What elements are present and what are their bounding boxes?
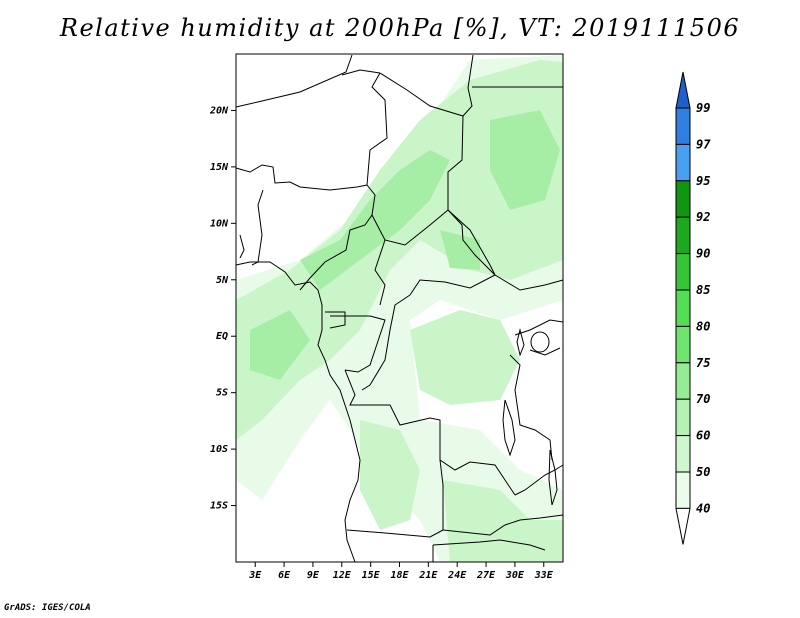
lon-tick-label: 30E (505, 570, 525, 581)
border-line (235, 54, 353, 108)
lake-malawi (548, 449, 558, 506)
border-line (494, 274, 564, 291)
lon-tick-label: 33E (534, 570, 554, 581)
colorbar-segment (675, 435, 691, 473)
lat-tick-label: 15S (210, 501, 228, 512)
colorbar-label: 97 (696, 137, 711, 151)
colorbar-label: 60 (696, 429, 710, 443)
border-line (251, 189, 264, 266)
border-line (371, 209, 449, 246)
colorbar-label: 92 (696, 210, 710, 224)
colorbar-label: 50 (696, 465, 710, 479)
border-line (330, 315, 386, 373)
colorbar-label: 75 (696, 356, 710, 370)
colorbar-segment (675, 107, 691, 145)
colorbar-segment (675, 471, 691, 509)
lat-tick-label: 20N (209, 105, 229, 116)
lake-albert (516, 328, 525, 357)
border-line (442, 514, 564, 536)
border-line (325, 311, 346, 329)
lon-tick-label: 9E (307, 570, 320, 581)
lake-tanganyika (502, 399, 516, 457)
border-line (299, 184, 376, 291)
lon-tick-label: 21E (418, 570, 438, 581)
lake-volta (239, 234, 245, 259)
colorbar-bottom-arrow (675, 507, 691, 545)
humidity-field (236, 54, 563, 562)
colorbar: 99 97 95 92 90 85 80 75 70 60 50 40 (675, 71, 711, 545)
latitude-axis: 20N 15N 10N 5N EQ 5S 10S 15S (209, 105, 236, 512)
country-borders (235, 54, 564, 562)
colorbar-segment (675, 143, 691, 182)
lon-tick-label: 15E (362, 570, 381, 581)
colorbar-segment (675, 325, 691, 364)
lon-tick-label: 24E (447, 570, 467, 581)
border-line (529, 347, 561, 356)
border-line (341, 69, 381, 76)
border-line (439, 459, 444, 530)
colorbar-label: 90 (696, 247, 710, 261)
lat-tick-label: 10S (210, 444, 228, 455)
colorbar-label: 85 (696, 283, 710, 297)
colorbar-label: 40 (696, 501, 710, 515)
colorbar-segment (675, 253, 691, 291)
border-line (344, 369, 516, 496)
coastline-path (235, 261, 361, 563)
humidity-contour (440, 230, 480, 270)
colorbar-label: 70 (696, 392, 710, 406)
lake-victoria (530, 331, 550, 353)
colorbar-label: 99 (696, 101, 710, 115)
border-line (447, 209, 496, 276)
border-line (235, 164, 368, 191)
lat-tick-label: 15N (210, 162, 229, 173)
humidity-contour (490, 110, 560, 210)
colorbar-label: 80 (696, 319, 710, 333)
credit-label: GrADS: IGES/COLA (4, 603, 91, 613)
border-line (514, 464, 564, 496)
colorbar-label: 95 (696, 174, 710, 188)
humidity-contour (410, 310, 520, 405)
border-line (514, 319, 564, 336)
border-line (346, 529, 444, 538)
lat-tick-label: 10N (210, 218, 229, 229)
lon-tick-label: 3E (248, 570, 262, 581)
lon-tick-label: 18E (390, 570, 409, 581)
map-title: Relative humidity at 200hPa [%], VT: 201… (59, 14, 741, 42)
longitude-axis: 3E 6E 9E 12E 15E 18E 21E 24E 27E 30E 33E (248, 562, 554, 581)
colorbar-segment (675, 362, 691, 400)
colorbar-segment (675, 216, 691, 255)
lon-tick-label: 27E (476, 570, 496, 581)
lat-tick-label: 5S (216, 388, 228, 399)
lakes (239, 234, 558, 506)
colorbar-segment (675, 398, 691, 437)
border-line (509, 354, 553, 461)
colorbar-segment (675, 289, 691, 327)
border-line (361, 294, 411, 391)
border-line (374, 239, 386, 306)
colorbar-top-arrow (675, 71, 691, 109)
coastline (235, 261, 361, 563)
lon-tick-label: 6E (278, 570, 291, 581)
colorbar-segment (675, 180, 691, 218)
lon-tick-label: 12E (333, 570, 352, 581)
border-line (409, 274, 496, 296)
lat-tick-label: 5N (216, 275, 229, 286)
humidity-contour (443, 480, 563, 562)
border-line (432, 539, 546, 551)
border-line (366, 72, 388, 186)
border-line (447, 115, 496, 276)
humidity-contour (250, 310, 310, 380)
lat-tick-label: EQ (216, 331, 228, 342)
humidity-contour (360, 420, 420, 530)
